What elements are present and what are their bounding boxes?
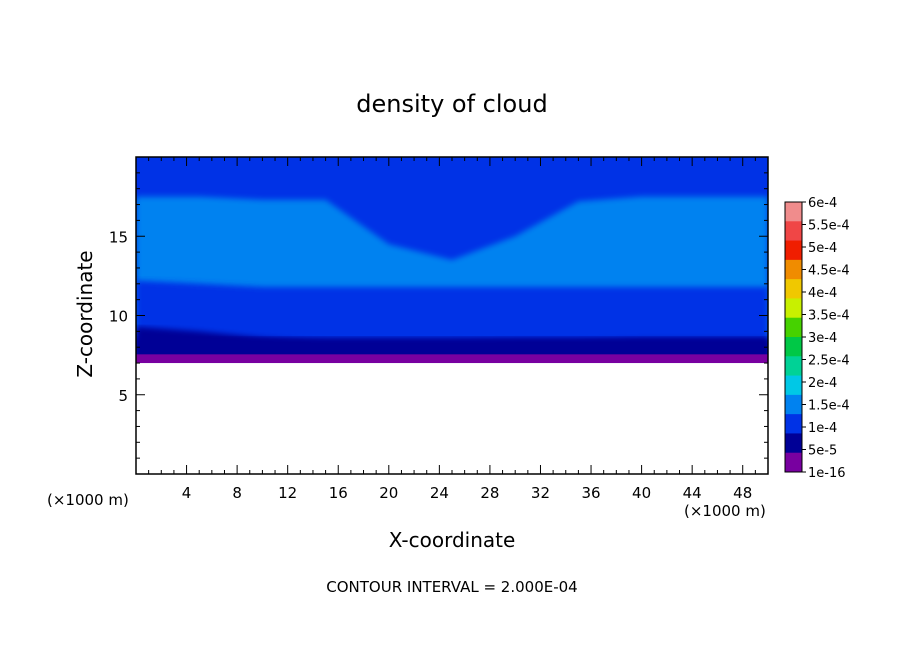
y-tick-label: 5 [118, 387, 128, 405]
x-unit-right: (×1000 m) [684, 502, 766, 520]
colorbar-swatch [785, 452, 802, 473]
y-axis: 5 10 15 [109, 172, 768, 459]
x-tick-label: 28 [480, 484, 499, 502]
colorbar-label: 5e-5 [808, 444, 837, 459]
colorbar-swatch [785, 375, 802, 396]
colorbar: 6e-4 5.5e-4 5e-4 4.5e-4 4e-4 3.5e-4 3e-4 2.5e-4… [784, 196, 850, 481]
colorbar-label: 2.5e-4 [808, 354, 850, 369]
colorbar-swatch [785, 202, 802, 222]
colorbar-label: 3e-4 [808, 331, 837, 346]
colorbar-label: 6e-4 [808, 196, 837, 211]
colorbar-swatch [785, 394, 802, 415]
x-tick-label: 44 [683, 484, 702, 502]
density-field [136, 157, 768, 474]
colorbar-label: 1.5e-4 [808, 399, 850, 414]
x-tick-label: 36 [581, 484, 600, 502]
clear-air [136, 363, 768, 474]
x-tick-label: 20 [379, 484, 398, 502]
colorbar-label: 4.5e-4 [808, 264, 850, 279]
colorbar-swatch [785, 240, 802, 261]
colorbar-label: 4e-4 [808, 286, 837, 301]
colorbar-swatch [785, 298, 802, 319]
x-tick-label: 8 [232, 484, 242, 502]
x-axis: 4 8 12 16 20 24 28 32 36 40 44 48 [148, 157, 756, 502]
chart-title: density of cloud [356, 90, 547, 118]
colorbar-label: 1e-4 [808, 421, 837, 436]
x-tick-label: 48 [733, 484, 752, 502]
colorbar-label: 5e-4 [808, 241, 837, 256]
colorbar-swatch [785, 259, 802, 280]
colorbar-swatch [785, 433, 802, 454]
x-tick-label: 32 [531, 484, 550, 502]
y-tick-label: 15 [109, 228, 128, 246]
colorbar-swatch [785, 221, 802, 242]
contour-interval-note: CONTOUR INTERVAL = 2.000E-04 [326, 578, 577, 596]
colorbar-swatch [785, 317, 802, 338]
density-band-min [136, 354, 768, 364]
colorbar-label: 3.5e-4 [808, 309, 850, 324]
y-tick-label: 10 [109, 308, 128, 326]
colorbar-label: 1e-16 [808, 466, 846, 481]
colorbar-swatch [785, 356, 802, 377]
x-tick-label: 4 [182, 484, 192, 502]
colorbar-swatch [785, 414, 802, 434]
x-tick-label: 16 [329, 484, 348, 502]
colorbar-label: 5.5e-4 [808, 219, 850, 234]
x-axis-label: X-coordinate [389, 528, 516, 552]
colorbar-swatch [785, 337, 802, 357]
colorbar-swatch [785, 279, 802, 299]
colorbar-label: 2e-4 [808, 376, 837, 391]
x-tick-label: 24 [430, 484, 449, 502]
y-axis-label: Z-coordinate [73, 250, 97, 377]
x-unit-left: (×1000 m) [47, 491, 129, 509]
x-tick-label: 12 [278, 484, 297, 502]
x-tick-label: 40 [632, 484, 651, 502]
